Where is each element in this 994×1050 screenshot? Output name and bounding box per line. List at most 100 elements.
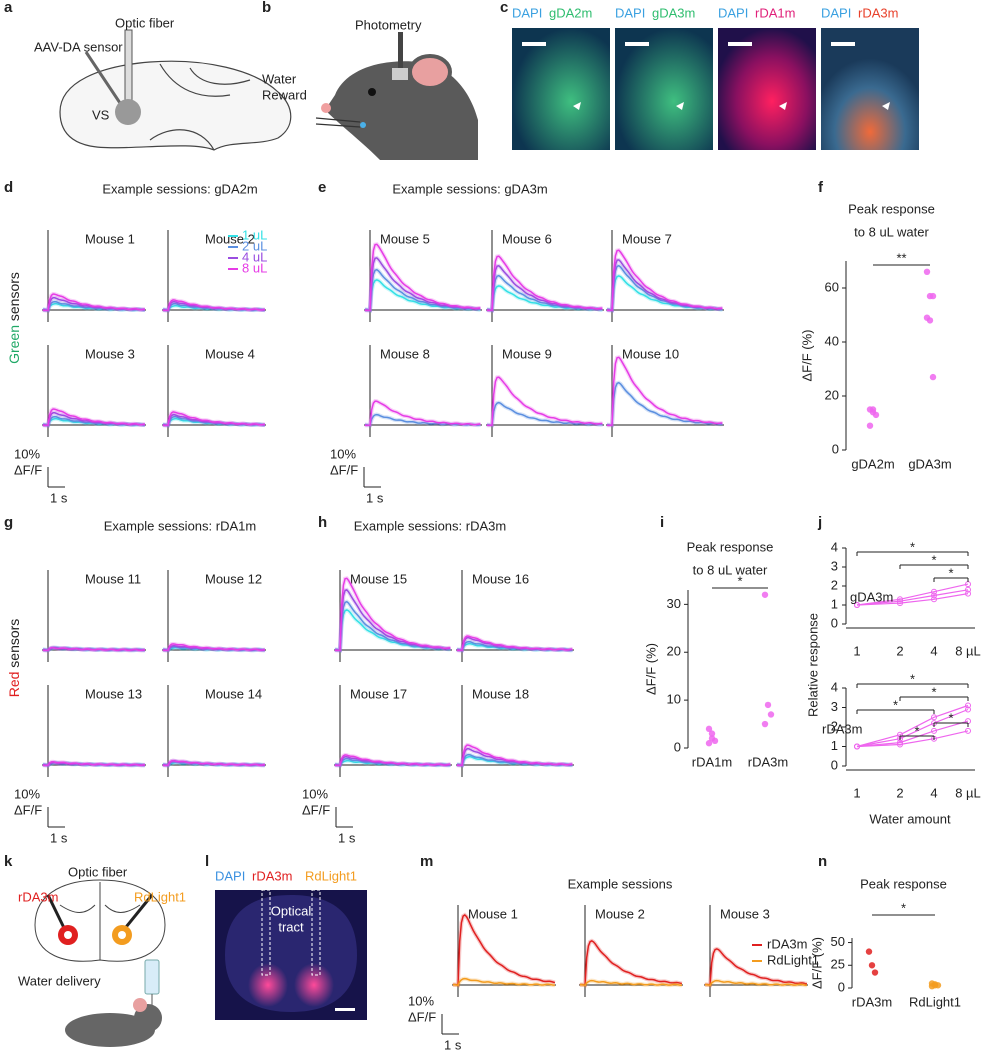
- side-label: Green sensors: [6, 272, 22, 364]
- arrow: [768, 102, 787, 118]
- side-word: sensors: [6, 272, 22, 321]
- trace: [579, 979, 682, 987]
- y-tick-label: 3: [831, 699, 838, 714]
- trace: [456, 744, 573, 767]
- dot: [926, 317, 934, 324]
- scale-bar: [335, 1008, 355, 1011]
- dot: [931, 982, 939, 989]
- line: [856, 720, 969, 748]
- histology-image: [821, 28, 919, 150]
- water-tube: [315, 117, 361, 123]
- x-tick-label: 8 µL: [955, 785, 981, 800]
- panel-title: Peak response: [687, 539, 774, 554]
- mouse-label: Mouse 2: [595, 906, 645, 921]
- reward-label: Water: [262, 71, 297, 86]
- x-tick-label: 2: [896, 785, 903, 800]
- mouse-label: Mouse 14: [205, 686, 262, 701]
- scale-label: 10%: [302, 786, 328, 801]
- arrow: [665, 102, 684, 118]
- tract-label: tract: [278, 919, 304, 934]
- scale-x-label: 1 s: [50, 830, 68, 845]
- panel-title: Example sessions: rDA1m: [104, 518, 256, 533]
- mouse-label: Mouse 7: [622, 231, 672, 246]
- photometry-label: Photometry: [355, 17, 422, 32]
- y-axis-label: ΔF/F (%): [643, 643, 658, 695]
- line: [856, 730, 969, 748]
- dot: [866, 422, 874, 429]
- dot: [761, 720, 769, 728]
- y-tick-label: 60: [825, 279, 839, 294]
- water-tube: [315, 123, 361, 128]
- panel-label: g: [4, 514, 13, 531]
- dot: [854, 602, 860, 608]
- panel-title: to 8 uL water: [693, 562, 768, 577]
- reward-label: Reward: [262, 87, 307, 102]
- x-tick-label: rDA3m: [748, 754, 788, 769]
- trace: [704, 948, 808, 986]
- histology-image: [718, 28, 816, 150]
- stain-label: DAPI: [215, 868, 245, 883]
- dot: [708, 735, 716, 742]
- dot: [868, 962, 876, 969]
- y-tick-label: 40: [825, 333, 839, 348]
- significance-label: *: [910, 671, 915, 686]
- y-tick-label: 50: [831, 934, 845, 949]
- mouse-label: Mouse 16: [472, 571, 529, 586]
- stain-label: DAPI: [512, 5, 542, 20]
- y-tick-label: 2: [831, 718, 838, 733]
- photometry-fiber: [398, 32, 403, 72]
- dot: [869, 406, 877, 413]
- trace: [364, 400, 481, 427]
- scale-unit: ΔF/F: [408, 1009, 436, 1024]
- significance-label: *: [910, 539, 915, 554]
- y-tick-label: 2: [831, 577, 838, 592]
- dot: [931, 592, 937, 599]
- y-tick-label: 0: [832, 441, 839, 456]
- site-right-center: [118, 931, 126, 939]
- trace: [606, 381, 723, 427]
- sensor-label: AAV-DA sensor: [34, 39, 123, 54]
- arrow: [562, 102, 581, 118]
- panel-title: Peak response: [860, 876, 947, 891]
- panel-title: Example sessions: rDA3m: [354, 518, 506, 533]
- water-drop: [360, 122, 366, 128]
- coronal-detail: [59, 882, 141, 960]
- y-tick-label: 0: [838, 979, 845, 994]
- scale-x-label: 1 s: [444, 1037, 462, 1050]
- legend-label: 4 uL: [242, 249, 267, 264]
- dot: [931, 596, 937, 603]
- mouse-body: [65, 1013, 155, 1047]
- panel-title: Example sessions: gDA2m: [102, 181, 257, 196]
- trace: [456, 635, 573, 652]
- trace: [452, 977, 555, 987]
- legend-label: rDA3m: [767, 936, 807, 951]
- y-tick-label: 25: [831, 957, 845, 972]
- mouse-label: Mouse 4: [205, 346, 255, 361]
- y-tick-label: 4: [831, 539, 838, 554]
- brain-sketch: [59, 60, 292, 151]
- tract-label: Optical: [271, 903, 312, 918]
- line: [856, 593, 969, 606]
- expression-right: [294, 963, 334, 1007]
- red-sensor-label: rDA3m: [252, 868, 292, 883]
- y-axis-label: ΔF/F (%): [809, 937, 824, 989]
- side-word: sensors: [6, 619, 22, 668]
- trace: [42, 408, 145, 427]
- dot: [929, 373, 937, 381]
- x-tick-label: 1: [853, 785, 860, 800]
- optical-tract: [311, 889, 321, 976]
- scale-unit: ΔF/F: [14, 462, 42, 477]
- significance-label: *: [948, 565, 953, 580]
- fiber-label: Optic fiber: [68, 864, 128, 879]
- scale-bar: [831, 42, 855, 46]
- panel-label: n: [818, 853, 827, 870]
- trace: [606, 356, 723, 427]
- dot: [965, 727, 971, 734]
- dot: [872, 411, 880, 419]
- fiber-cap: [392, 68, 408, 80]
- trace: [364, 243, 481, 312]
- trace: [162, 643, 266, 652]
- mouse-label: Mouse 8: [380, 346, 430, 361]
- syringe: [144, 959, 160, 995]
